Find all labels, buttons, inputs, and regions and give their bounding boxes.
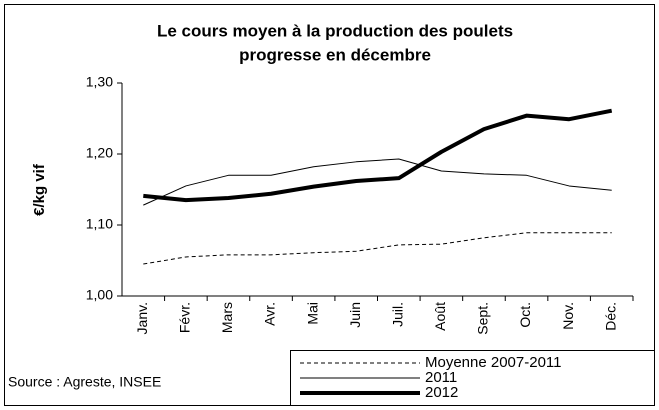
- x-tick-label: Févr.: [177, 302, 193, 333]
- x-tick-label: Mars: [219, 302, 235, 333]
- x-tick-label: Avr.: [262, 302, 278, 326]
- y-tick-label: 1,10: [86, 216, 113, 232]
- x-tick-label: Août: [432, 302, 448, 331]
- y-tick-label: 1,00: [86, 287, 113, 303]
- legend-label: 2012: [425, 384, 458, 401]
- chart-title: Le cours moyen à la production des poule…: [157, 21, 513, 40]
- series-line: [143, 232, 612, 265]
- series-line: [143, 158, 612, 206]
- x-tick-label: Juin: [347, 302, 363, 328]
- y-axis-title: €/kg vif: [31, 163, 48, 216]
- x-tick-label: Janv.: [134, 302, 150, 334]
- legend-label: 2011: [425, 369, 457, 386]
- x-tick-label: Nov.: [560, 302, 576, 330]
- x-tick-label: Oct.: [517, 302, 533, 328]
- series-line: [143, 108, 613, 203]
- chart-frame: [4, 4, 655, 406]
- x-tick-label: Juil.: [389, 302, 405, 327]
- source: Source : Agreste, INSEE: [8, 374, 161, 390]
- y-tick-label: 1,20: [86, 145, 113, 161]
- x-tick-label: Déc.: [602, 302, 618, 331]
- chart-title: progresse en décembre: [239, 45, 431, 64]
- x-tick-label: Sept.: [475, 302, 491, 335]
- x-tick-label: Mai: [304, 302, 320, 325]
- legend-label: Moyenne 2007-2011: [425, 354, 562, 371]
- y-tick-label: 1,30: [86, 74, 113, 90]
